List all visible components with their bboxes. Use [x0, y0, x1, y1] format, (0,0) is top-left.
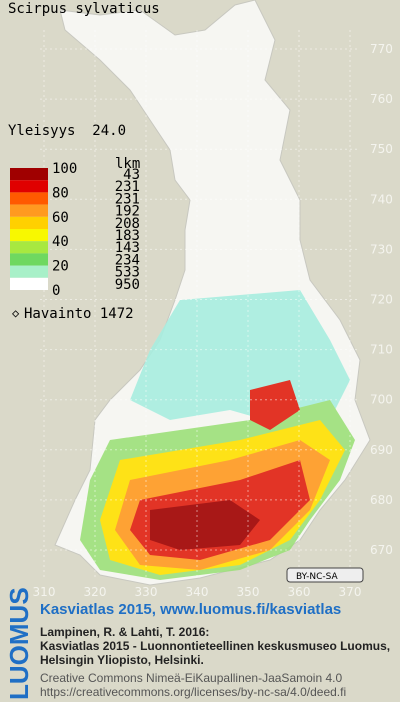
legend-tick: 40: [52, 234, 69, 250]
legend-count: 43: [123, 167, 140, 183]
x-label: 320: [84, 585, 107, 599]
legend-swatch: [10, 277, 48, 290]
y-label: 740: [370, 192, 393, 206]
logo: LUOMUS: [4, 587, 34, 700]
y-label: 730: [370, 242, 393, 256]
citation: Helsingin Yliopisto, Helsinki.: [40, 653, 204, 667]
license: https://creativecommons.org/licenses/by-…: [40, 685, 346, 699]
legend-tick: 100: [52, 161, 77, 177]
legend-swatch: [10, 204, 48, 217]
legend-count: 533: [115, 265, 140, 281]
legend-tick: 0: [52, 283, 60, 299]
y-label: 680: [370, 493, 393, 507]
license: Creative Commons Nimeä-EiKaupallinen-Jaa…: [40, 671, 342, 685]
legend-swatch: [10, 192, 48, 205]
y-label: 690: [370, 443, 393, 457]
count-header: lkm: [115, 156, 140, 172]
legend-swatch: [10, 180, 48, 193]
y-label: 700: [370, 393, 393, 407]
legend-count: 192: [115, 204, 140, 220]
x-label: 360: [288, 585, 311, 599]
legend-swatch: [10, 253, 48, 266]
citation: Kasviatlas 2015 - Luonnontieteellinen ke…: [40, 639, 390, 653]
legend-count: 143: [115, 240, 140, 256]
y-label: 720: [370, 293, 393, 307]
legend-swatch: [10, 216, 48, 229]
legend-count: 231: [115, 191, 140, 207]
license-badge-box: [286, 567, 364, 583]
x-label: 330: [135, 585, 158, 599]
y-label: 750: [370, 142, 393, 156]
headline: Kasviatlas 2015, www.luomus.fi/kasviatla…: [40, 601, 341, 618]
y-label: 770: [370, 42, 393, 56]
y-label: 710: [370, 343, 393, 357]
legend-count: 183: [115, 228, 140, 244]
license-badge: BY-NC-SA: [296, 572, 339, 582]
legend-swatch: [10, 265, 48, 278]
legend-count: 208: [115, 216, 140, 232]
legend-tick: 60: [52, 210, 69, 226]
legend: 4323123119220818314323453395010080604020…: [10, 161, 140, 299]
x-label: 370: [339, 585, 362, 599]
grid: 770 760 750 740 730 720 710 700 690 680 670 310 320 3…: [33, 30, 393, 599]
legend-count: 231: [115, 179, 140, 195]
legend-swatch: [10, 229, 48, 242]
legend-count: 950: [115, 277, 140, 293]
legend-tick: 20: [52, 259, 69, 275]
observation-marker: ◇: [12, 306, 20, 320]
x-label: 340: [186, 585, 209, 599]
legend-swatch: [10, 241, 48, 254]
frequency: Yleisyys 24.0: [8, 123, 126, 139]
observations: Havainto 1472: [24, 306, 134, 322]
x-label: 310: [33, 585, 56, 599]
citation: Lampinen, R. & Lahti, T. 2016:: [40, 625, 209, 639]
species-title: Scirpus sylvaticus: [8, 1, 160, 17]
legend-tick: 80: [52, 185, 69, 201]
legend-swatch: [10, 168, 48, 181]
y-label: 760: [370, 92, 393, 106]
legend-count: 234: [115, 252, 140, 268]
y-label: 670: [370, 543, 393, 557]
abundance-shading: [80, 290, 355, 580]
x-label: 350: [237, 585, 260, 599]
